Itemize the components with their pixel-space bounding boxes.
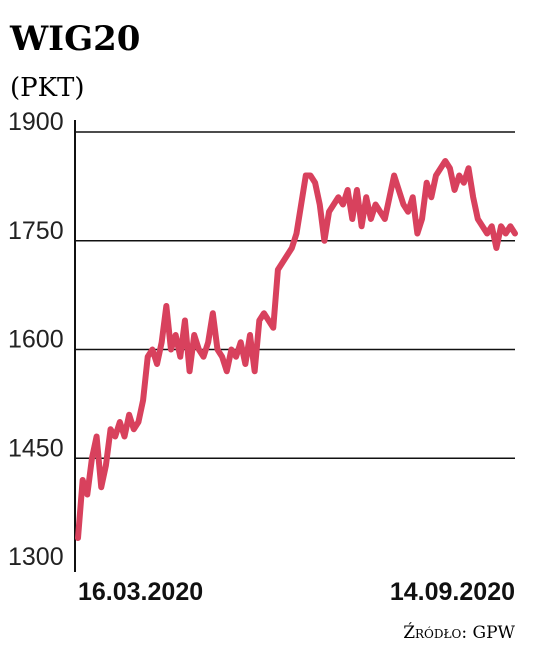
chart-subtitle: (PKT) bbox=[10, 73, 85, 103]
data-line bbox=[75, 158, 518, 541]
y-tick-label: 1900 bbox=[8, 108, 64, 136]
y-tick-label: 1300 bbox=[8, 543, 64, 571]
y-tick-label: 1450 bbox=[8, 434, 64, 462]
y-tick-label: 1750 bbox=[8, 217, 64, 245]
source: Źródło: GPW bbox=[403, 622, 515, 643]
chart-title: WIG20 bbox=[9, 19, 140, 59]
x-tick-label: 16.03.2020 bbox=[78, 578, 203, 606]
y-tick-label: 1600 bbox=[8, 326, 64, 354]
x-tick-label: 14.09.2020 bbox=[390, 578, 515, 606]
